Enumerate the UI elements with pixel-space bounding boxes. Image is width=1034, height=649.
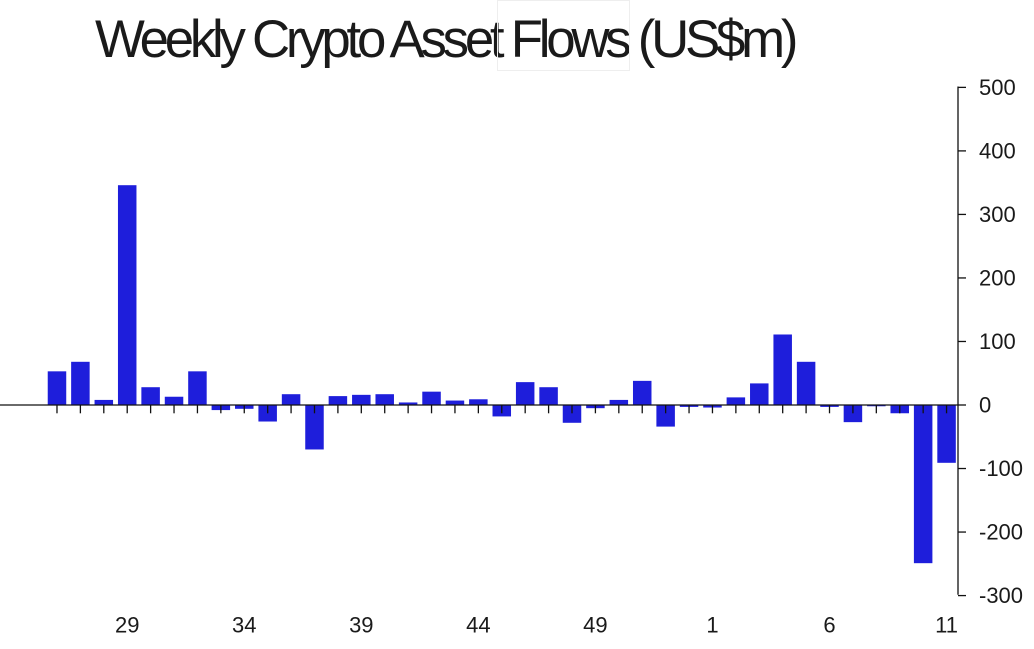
svg-text:500: 500 (979, 75, 1016, 100)
svg-text:39: 39 (349, 613, 373, 638)
svg-text:200: 200 (979, 265, 1016, 290)
svg-text:11: 11 (935, 613, 958, 638)
svg-text:-200: -200 (979, 520, 1023, 545)
svg-text:-300: -300 (979, 583, 1023, 608)
svg-text:29: 29 (115, 613, 139, 638)
svg-text:400: 400 (979, 138, 1016, 163)
svg-text:6: 6 (823, 613, 835, 638)
svg-text:49: 49 (583, 613, 607, 638)
svg-text:0: 0 (979, 393, 991, 418)
svg-text:100: 100 (979, 329, 1016, 354)
svg-text:1: 1 (706, 613, 718, 638)
svg-text:-100: -100 (979, 456, 1023, 481)
svg-text:300: 300 (979, 202, 1016, 227)
svg-text:34: 34 (232, 613, 256, 638)
svg-text:44: 44 (466, 613, 490, 638)
